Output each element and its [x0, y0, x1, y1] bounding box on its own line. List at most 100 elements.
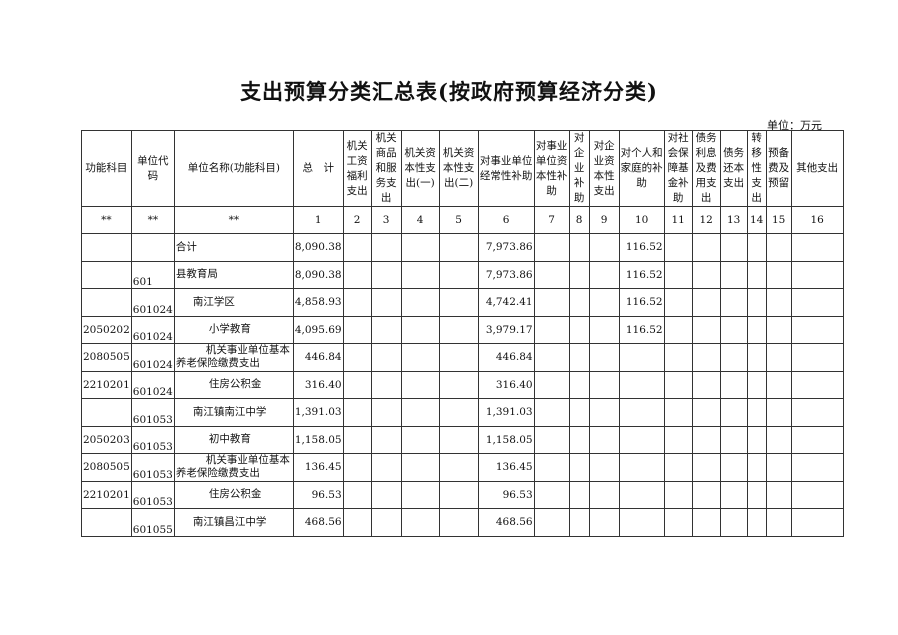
function-code-cell — [81, 398, 132, 427]
empty-cell — [400, 343, 440, 372]
index-cell: 11 — [663, 206, 693, 234]
empty-cell — [342, 343, 372, 372]
empty-cell — [691, 370, 721, 399]
empty-cell — [400, 398, 440, 427]
empty-cell — [438, 480, 479, 509]
empty-cell — [746, 288, 767, 317]
empty-cell — [790, 343, 844, 372]
column-header: 债务还本支出 — [719, 130, 748, 207]
empty-cell — [719, 370, 748, 399]
index-row: ** ** ** 1 2 3 4 5 6 7 8 9 10 11 12 13 14 15 16 — [81, 206, 844, 234]
empty-cell — [568, 315, 590, 344]
empty-cell — [370, 480, 402, 509]
total-cell: 96.53 — [292, 480, 344, 509]
index-cell: 12 — [691, 206, 721, 234]
empty-cell — [663, 343, 693, 372]
column-header: 预备费及预留 — [765, 130, 792, 207]
index-cell: 15 — [765, 206, 792, 234]
unit-name-cell: 合计 — [173, 233, 294, 262]
empty-cell — [746, 508, 767, 537]
function-code-cell — [81, 288, 132, 317]
empty-cell — [790, 260, 844, 289]
empty-cell — [765, 453, 792, 482]
empty-cell — [370, 453, 402, 482]
empty-cell — [342, 233, 372, 262]
column-header: 对事业单位经常性补助 — [477, 130, 535, 207]
empty-cell — [342, 508, 372, 537]
empty-cell — [719, 343, 748, 372]
empty-cell — [533, 233, 570, 262]
total-cell: 446.84 — [292, 343, 344, 372]
header-row: 功能科目 单位代码 单位名称(功能科目) 总 计机关工资福利支出 机关商品和服务支出 机关… — [81, 130, 844, 207]
unit-code-cell: 601024 — [130, 288, 175, 317]
empty-cell — [342, 288, 372, 317]
col6-cell: 96.53 — [477, 480, 535, 509]
empty-cell — [370, 343, 402, 372]
empty-cell — [719, 425, 748, 454]
unit-name-cell: 南江学区 — [173, 288, 294, 317]
empty-cell — [370, 370, 402, 399]
empty-cell — [790, 508, 844, 537]
index-cell: 3 — [370, 206, 402, 234]
index-cell: 5 — [438, 206, 479, 234]
function-code-cell — [81, 233, 132, 262]
empty-cell — [765, 398, 792, 427]
unit-name-cell: 机关事业单位基本养老保险缴费支出 — [173, 343, 294, 372]
column-header: 对企业资本性支出 — [588, 130, 620, 207]
unit-code-cell — [130, 233, 175, 262]
total-cell: 4,858.93 — [292, 288, 344, 317]
table-row: 合计 8,090.38 7,973.86 116.52 — [81, 233, 844, 262]
empty-cell — [790, 233, 844, 262]
empty-cell — [790, 480, 844, 509]
total-cell: 316.40 — [292, 370, 344, 399]
function-code-cell: 2080505 — [81, 453, 132, 482]
table-row: 2210201 601024 住房公积金 316.40 316.40 — [81, 370, 844, 399]
function-code-cell: 2210201 — [81, 370, 132, 399]
index-cell: 1 — [292, 206, 344, 234]
empty-cell — [691, 480, 721, 509]
empty-cell — [765, 480, 792, 509]
total-cell: 136.45 — [292, 453, 344, 482]
unit-code-cell: 601 — [130, 260, 175, 289]
empty-cell — [342, 260, 372, 289]
empty-cell — [533, 260, 570, 289]
empty-cell — [691, 343, 721, 372]
empty-cell — [370, 508, 402, 537]
empty-cell — [765, 370, 792, 399]
empty-cell — [438, 370, 479, 399]
col10-cell — [618, 370, 665, 399]
empty-cell — [533, 425, 570, 454]
empty-cell — [790, 288, 844, 317]
unit-name-cell: 南江镇南江中学 — [173, 398, 294, 427]
col10-cell — [618, 425, 665, 454]
col10-cell: 116.52 — [618, 233, 665, 262]
col6-cell: 1,158.05 — [477, 425, 535, 454]
empty-cell — [790, 370, 844, 399]
empty-cell — [438, 508, 479, 537]
empty-cell — [438, 425, 479, 454]
empty-cell — [588, 233, 620, 262]
empty-cell — [765, 315, 792, 344]
empty-cell — [719, 233, 748, 262]
total-cell: 1,158.05 — [292, 425, 344, 454]
empty-cell — [568, 425, 590, 454]
empty-cell — [790, 315, 844, 344]
empty-cell — [719, 508, 748, 537]
col6-cell: 446.84 — [477, 343, 535, 372]
column-header: 单位代码 — [130, 130, 175, 207]
function-code-cell: 2050202 — [81, 315, 132, 344]
empty-cell — [438, 315, 479, 344]
unit-code-cell: 601024 — [130, 343, 175, 372]
unit-name-cell: 住房公积金 — [173, 370, 294, 399]
table-row: 2050202 601024 小学教育 4,095.69 3,979.17 116.52 — [81, 315, 844, 344]
empty-cell — [568, 288, 590, 317]
column-header: 转移性支出 — [746, 130, 767, 207]
empty-cell — [765, 260, 792, 289]
empty-cell — [663, 453, 693, 482]
column-header: 机关工资福利支出 — [342, 130, 372, 207]
total-cell: 8,090.38 — [292, 233, 344, 262]
index-cell: ** — [81, 206, 132, 234]
unit-name-cell: 县教育局 — [173, 260, 294, 289]
col10-cell — [618, 508, 665, 537]
function-code-cell — [81, 260, 132, 289]
